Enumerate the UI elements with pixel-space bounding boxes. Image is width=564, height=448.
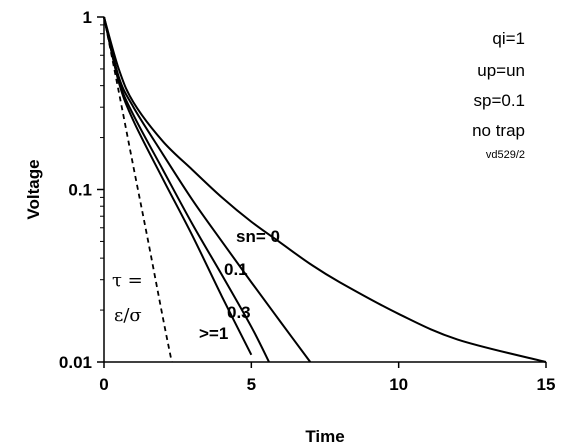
series-layer xyxy=(103,16,547,363)
curve-label-0: sn= 0 xyxy=(236,227,280,246)
x-tick-label: 10 xyxy=(389,375,408,394)
y-tick-label: 0.01 xyxy=(59,353,92,372)
curve-label-2: 0.3 xyxy=(227,303,251,322)
parameter-label: up=un xyxy=(477,61,525,80)
x-tick-label: 0 xyxy=(99,375,108,394)
curve-label-1: 0.1 xyxy=(224,260,248,279)
curve-label-3: >=1 xyxy=(199,324,228,343)
axes: 0 5 10 15 0.01 0.1 1 Time Voltage xyxy=(24,8,555,446)
series-line-1 xyxy=(103,16,312,363)
tau-annotation-line: ε/σ xyxy=(114,305,142,326)
y-tick-label: 0.1 xyxy=(68,181,92,200)
x-axis-title: Time xyxy=(305,427,344,446)
y-tick-label: 1 xyxy=(83,8,92,27)
series-line-tau xyxy=(103,16,173,363)
labels-layer: sn= 0 0.1 0.3 >=1 τ = ε/σ qi=1 up=un sp=0.1 no tr… xyxy=(112,29,525,343)
tau-annotation-line: τ = xyxy=(112,270,143,291)
parameter-label: sp=0.1 xyxy=(473,91,525,110)
x-tick-label: 5 xyxy=(247,375,256,394)
series-line-0 xyxy=(103,16,547,363)
series-line-3 xyxy=(103,16,253,356)
source-id-label: vd529/2 xyxy=(486,149,525,161)
y-axis-title: Voltage xyxy=(24,159,43,219)
parameter-label: qi=1 xyxy=(492,29,525,48)
parameter-label: no trap xyxy=(472,121,525,140)
x-tick-label: 15 xyxy=(537,375,556,394)
